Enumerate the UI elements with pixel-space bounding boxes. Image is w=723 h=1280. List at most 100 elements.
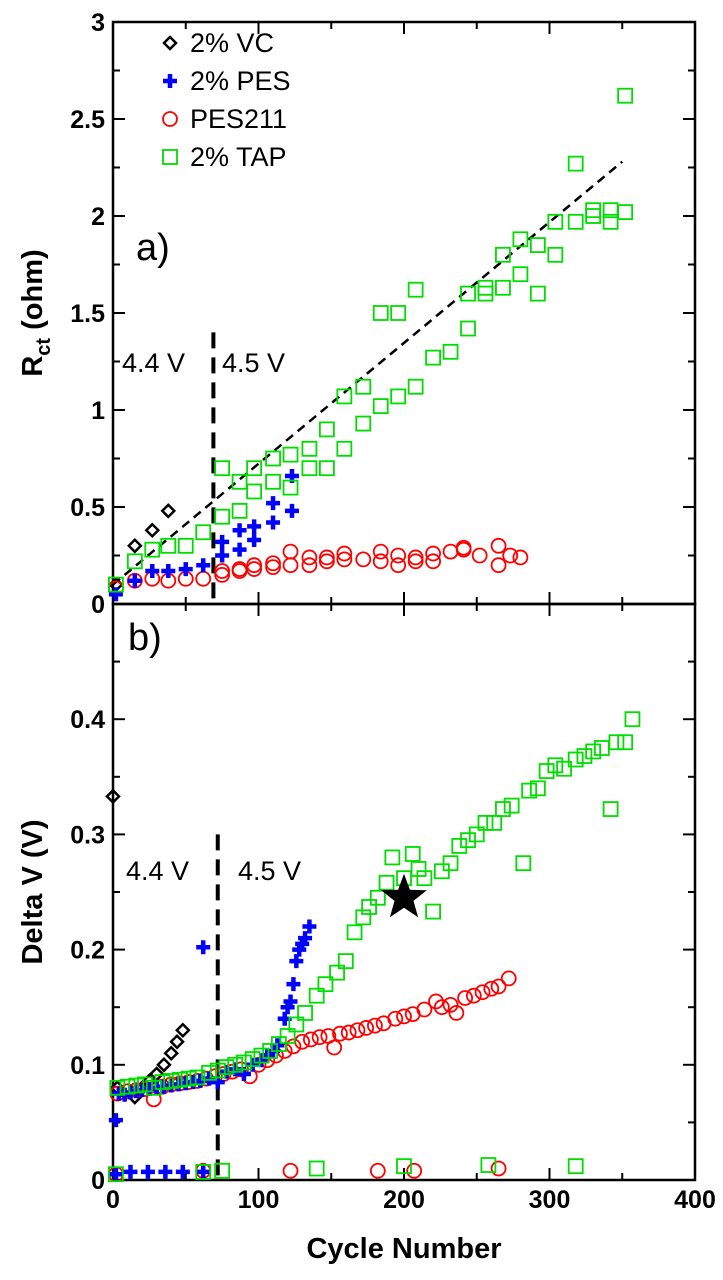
data-point-2-pes-b (158, 1164, 173, 1179)
data-point-2-pes-b (286, 977, 301, 992)
data-point-pes211-a (407, 549, 424, 566)
data-point-pes211-b (483, 980, 500, 997)
y-tick-label-a: 0.5 (70, 494, 105, 522)
data-point-2-pes-b (289, 954, 304, 969)
data-point-2-tap-a (495, 246, 511, 263)
data-point-pes211-a (301, 549, 318, 566)
data-point-2-tap-a (231, 473, 248, 490)
data-point-2-tap-b (337, 953, 354, 970)
data-point-2-pes-a (232, 523, 247, 538)
data-point-2-tap-b (128, 1077, 145, 1094)
legend-label-vc: 2% VC (190, 28, 274, 58)
data-point-pes211-b (428, 993, 444, 1010)
data-point-2-tap-b (308, 1160, 325, 1177)
data-point-2-tap-b (378, 874, 395, 891)
data-point-2-tap-b (425, 903, 442, 920)
data-point-2-tap-b (214, 1162, 231, 1179)
data-point-2-pes-a (178, 562, 193, 577)
data-point-2-tap-b (404, 846, 421, 862)
data-point-2-tap-a (108, 576, 124, 593)
data-point-2-tap-a (495, 279, 511, 296)
data-point-2-tap-b (585, 743, 602, 760)
data-point-2-tap-b (108, 1166, 124, 1183)
y-tick-label-b: 0.2 (70, 937, 105, 965)
data-point-2-pes-b (108, 1113, 123, 1128)
data-point-2-pes-b (298, 931, 313, 946)
data-point-2-tap-a (529, 285, 546, 302)
data-point-2-tap-b (288, 1016, 305, 1033)
data-point-pes211-a (246, 561, 263, 577)
data-point-2-pes-b (196, 940, 211, 955)
data-point-pes211-a (471, 547, 488, 564)
data-point-2-tap-b (593, 740, 610, 756)
fit-line (112, 160, 624, 586)
data-point-2-pes-b (245, 1057, 260, 1072)
data-point-pes211-a (318, 549, 335, 566)
data-point-pes211-a (195, 570, 212, 587)
data-point-pes211-b (387, 1010, 404, 1027)
data-point-2-vc-b (105, 788, 121, 805)
data-point-pes211-a (265, 559, 281, 576)
data-point-2-tap-a (585, 208, 602, 224)
data-point-2-tap-b (329, 964, 345, 981)
data-point-2-tap-a (407, 281, 424, 298)
data-point-pes211-a (265, 555, 281, 572)
data-point-2-vc-b (163, 1045, 179, 1062)
data-point-2-pes-a (196, 558, 211, 573)
data-point-2-tap-b (317, 976, 334, 993)
data-point-pes211-b (332, 1025, 348, 1042)
data-point-pes211-b (145, 1091, 162, 1108)
data-point-pes211-a (425, 553, 442, 570)
data-point-2-pes-b (175, 1164, 190, 1179)
data-point-2-tap-a (231, 502, 248, 519)
data-point-2-tap-a (246, 460, 263, 477)
data-point-2-pes-b (283, 994, 298, 1009)
data-point-pes211-a (282, 557, 299, 574)
data-point-2-tap-b (468, 826, 485, 843)
data-point-2-pes-a (108, 587, 123, 602)
data-point-2-tap-a (390, 305, 407, 321)
data-point-2-tap-a (265, 450, 281, 467)
data-point-2-tap-b (567, 751, 584, 768)
data-point-2-tap-b (410, 861, 427, 877)
y-tick-label-a: 2 (91, 203, 105, 231)
data-point-2-tap-a (282, 446, 299, 463)
data-point-2-tap-a (567, 155, 584, 172)
legend-label-pes: 2% PES (190, 66, 291, 96)
y-tick-label-b: 0.1 (70, 1052, 105, 1080)
data-point-2-pes-a (232, 542, 247, 557)
data-point-2-tap-a (602, 213, 619, 230)
data-point-2-tap-b (547, 757, 564, 774)
data-point-2-tap-b (346, 924, 363, 941)
data-point-2-vc-a (127, 538, 143, 554)
data-point-2-pes-b (196, 1164, 211, 1179)
data-point-2-tap-b (163, 1073, 180, 1089)
data-point-2-tap-a (282, 479, 299, 496)
legend: 2% VC 2% PES PES211 2% TAP (162, 28, 291, 172)
data-point-pes211-b (490, 978, 507, 995)
y-tick-label-a: 1 (91, 397, 105, 425)
data-point-2-tap-a (355, 378, 372, 395)
data-point-pes211-b (500, 970, 517, 987)
data-point-2-pes-b (302, 919, 317, 934)
data-point-pes211-a (455, 541, 472, 558)
data-point-pes211-a (214, 567, 231, 583)
data-point-2-pes-a (215, 534, 230, 549)
star-marker (381, 873, 427, 918)
data-point-2-tap-b (486, 814, 503, 831)
data-point-2-tap-b (442, 855, 459, 872)
data-point-2-tap-b (227, 1056, 244, 1073)
voltage-label-left-a: 4.4 V (122, 348, 185, 378)
data-point-2-tap-b (119, 1078, 136, 1095)
data-point-pes211-b (465, 987, 482, 1004)
data-point-2-tap-b (515, 855, 532, 872)
data-point-2-tap-a (512, 231, 529, 248)
data-point-2-tap-b (195, 1164, 212, 1180)
y-tick-label-a: 2.5 (70, 106, 105, 134)
data-point-2-tap-a (529, 237, 546, 254)
data-point-2-tap-b (460, 832, 476, 849)
data-point-2-tap-b (451, 838, 468, 854)
x-tick-label: 200 (383, 1186, 425, 1214)
voltage-label-left-b: 4.4 V (126, 856, 189, 886)
